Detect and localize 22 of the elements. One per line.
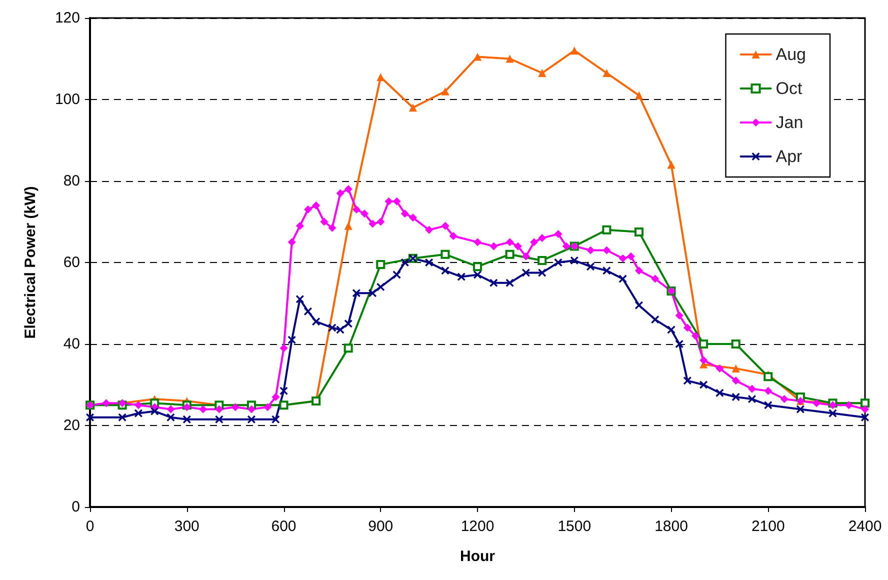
x-tick-label: 2400 xyxy=(848,518,882,535)
y-tick-label: 120 xyxy=(54,10,80,26)
y-tick-label: 20 xyxy=(63,417,80,434)
x-tick-label: 1200 xyxy=(460,518,494,535)
legend-label: Oct xyxy=(776,79,802,98)
x-tick-label: 2100 xyxy=(751,518,785,535)
legend-label: Apr xyxy=(776,147,803,166)
y-tick-label: 60 xyxy=(63,254,80,271)
y-tick-label: 100 xyxy=(54,91,80,108)
x-axis-title: Hour xyxy=(460,548,496,565)
x-tick-label: 1500 xyxy=(558,518,592,535)
y-tick-label: 0 xyxy=(72,498,80,516)
y-tick-label: 80 xyxy=(63,172,80,190)
y-tick-label: 40 xyxy=(63,336,80,352)
legend-label: Jan xyxy=(776,113,804,132)
x-tick-label: 0 xyxy=(86,518,94,535)
x-tick-label: 1800 xyxy=(654,518,688,535)
x-tick-label: 300 xyxy=(174,518,200,535)
y-axis-title: Electrical Power (kW) xyxy=(22,186,39,339)
legend-label: Aug xyxy=(776,45,806,64)
x-tick-label: 600 xyxy=(271,518,296,535)
x-tick-label: 900 xyxy=(368,518,394,535)
